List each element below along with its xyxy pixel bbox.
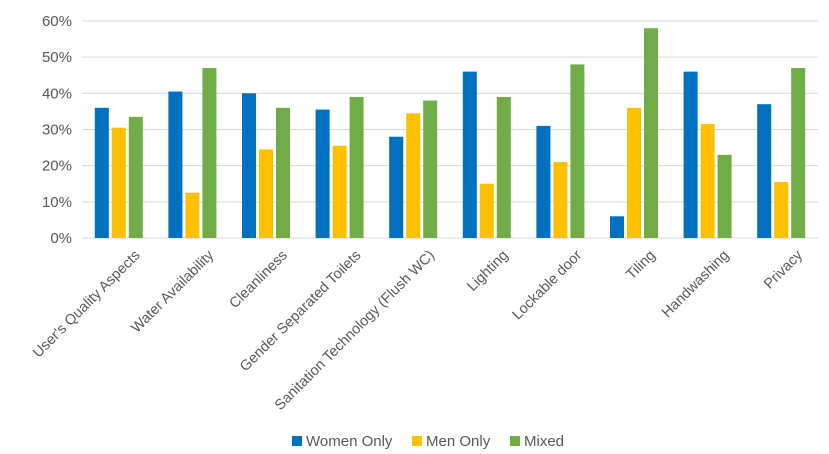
bar-women-only [536, 125, 551, 238]
bar-women-only [462, 71, 477, 238]
y-tick-label: 60% [42, 13, 72, 30]
bar-women-only [315, 109, 330, 238]
y-tick-label: 40% [42, 85, 72, 102]
bar-men-only [259, 149, 273, 238]
bar-mixed [349, 96, 364, 238]
bar-mixed [570, 64, 585, 239]
legend: Women Only Men Only Mixed [292, 433, 564, 450]
bar-men-only [406, 113, 421, 238]
bar-women-only [610, 216, 624, 238]
bar-women-only [94, 107, 109, 238]
bar-men-only [479, 183, 494, 238]
bar-men-only [332, 145, 347, 238]
bar-mixed [128, 116, 143, 238]
legend-label: Men Only [426, 433, 491, 450]
bar-mixed [717, 154, 732, 238]
legend-label: Women Only [306, 433, 393, 450]
x-category-label: Cleanliness [227, 248, 291, 312]
x-category-label: Sanitation Technology (Flush WC) [272, 248, 438, 414]
bar-women-only [389, 136, 404, 238]
bar-women-only [168, 91, 183, 239]
bar-mixed [423, 100, 438, 238]
legend-swatch [292, 436, 302, 446]
x-category-label: Tiling [623, 248, 658, 283]
x-category-label: Lockable door [510, 247, 586, 323]
bar-men-only [553, 162, 568, 238]
y-tick-label: 20% [42, 158, 72, 175]
bars [94, 28, 806, 239]
bar-women-only [683, 71, 698, 238]
bar-men-only [627, 107, 641, 238]
bar-mixed [791, 68, 806, 239]
x-category-label: Handwashing [659, 248, 732, 321]
x-category-label: Privacy [761, 247, 806, 292]
legend-swatch [412, 436, 422, 446]
bar-men-only [700, 124, 715, 238]
bar-mixed [644, 28, 658, 238]
y-tick-label: 0% [50, 230, 72, 247]
bar-men-only [774, 181, 789, 238]
x-category-label: Lighting [464, 248, 511, 295]
x-category-label: User's Quality Aspects [30, 248, 144, 362]
y-tick-label: 10% [42, 194, 72, 211]
bar-mixed [276, 107, 290, 238]
bar-mixed [496, 96, 511, 238]
bar-men-only [185, 192, 200, 238]
bar-women-only [242, 93, 256, 238]
x-category-label: Gender Separated Toilets [237, 248, 364, 375]
legend-swatch [510, 436, 520, 446]
bar-mixed [202, 68, 217, 239]
y-tick-label: 30% [42, 122, 72, 139]
y-axis-ticks: 0% 10% 20% 30% 40% 50% 60% [42, 13, 72, 247]
bar-women-only [757, 104, 772, 238]
y-tick-label: 50% [42, 49, 72, 66]
bar-men-only [111, 127, 126, 238]
legend-label: Mixed [524, 433, 564, 450]
